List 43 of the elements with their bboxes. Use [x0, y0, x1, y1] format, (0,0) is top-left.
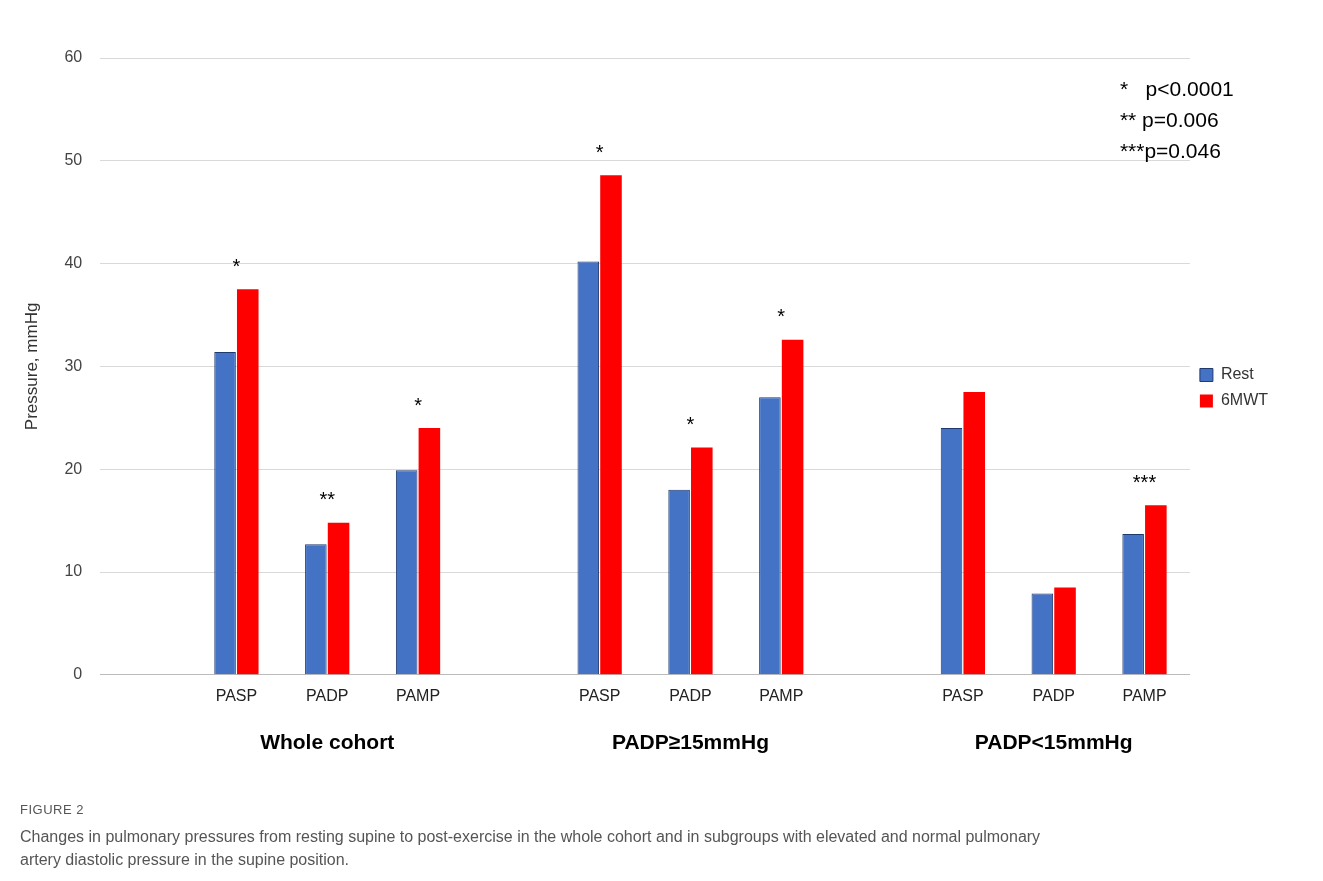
caption: FIGURE 2	[20, 802, 85, 817]
y-tick-label: 30	[64, 356, 83, 374]
y-tick-label: 60	[64, 48, 83, 66]
y-tick-label: 10	[64, 562, 83, 580]
bar	[1054, 587, 1076, 675]
y-tick-label: 50	[64, 151, 83, 169]
legend-label: Rest	[1220, 365, 1255, 383]
bar	[236, 289, 259, 675]
data-label: *	[777, 305, 786, 328]
y-tick-label: 40	[64, 254, 83, 272]
text: PADP≥15mmHg	[611, 729, 769, 753]
bar	[781, 339, 804, 675]
x-tick-label: PASP	[578, 686, 621, 704]
x-tick-label: PADP	[306, 686, 349, 704]
data-label: *	[686, 413, 695, 436]
x-tick-label: PASP	[215, 686, 258, 704]
bar	[418, 428, 441, 675]
bar	[963, 392, 986, 675]
x-tick-label: PASP	[942, 686, 984, 704]
x-tick-label: PAMP	[759, 686, 804, 704]
text: Whole cohort	[260, 729, 395, 753]
bar	[1145, 505, 1167, 675]
data-label: *	[414, 393, 423, 416]
data-label: **	[319, 488, 336, 511]
annotation: ** p=0.006	[1119, 107, 1219, 131]
x-tick-label: PAMP	[395, 686, 441, 704]
annotation: ***p=0.046	[1119, 138, 1221, 162]
data-label: *	[595, 140, 604, 163]
x-tick-label: PADP	[669, 686, 712, 704]
annotation: * p<0.0001	[1119, 76, 1234, 100]
y-axis-title: Pressure, mmHg	[21, 302, 41, 431]
y-tick-label: 0	[73, 665, 83, 683]
bar	[327, 522, 350, 675]
bar	[600, 175, 622, 675]
x-tick-label: PADP	[1032, 686, 1075, 704]
x-tick-label: PAMP	[1122, 686, 1167, 704]
legend-label: 6MWT	[1220, 391, 1269, 409]
y-tick-label: 20	[64, 459, 83, 477]
text: PADP<15mmHg	[974, 729, 1133, 753]
data-label: ***	[1132, 470, 1157, 493]
text: Changes in pulmonary pressures from resting supine to post-exercise in the whole cohort and in subgroups with elevated and normal pulmonary artery diastolic pressure in the supine position.	[20, 827, 1042, 871]
bar	[691, 447, 713, 675]
data-label: *	[232, 254, 241, 277]
